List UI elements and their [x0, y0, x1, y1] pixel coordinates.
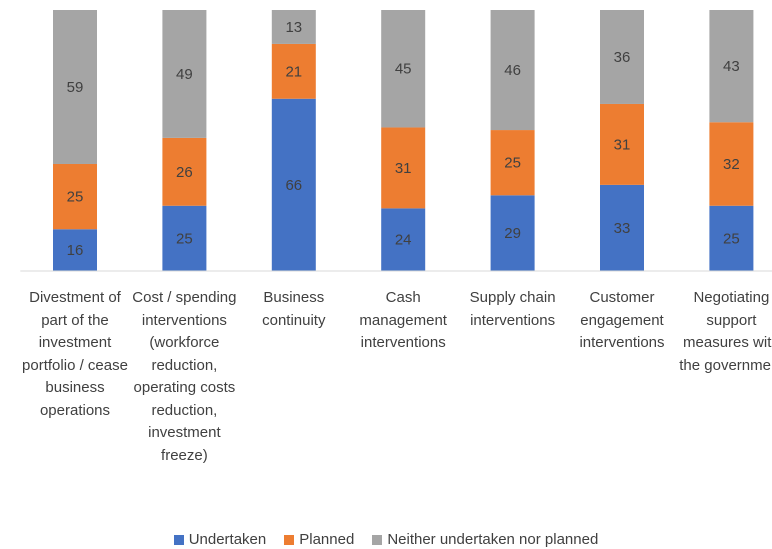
- data-label: 59: [67, 79, 84, 96]
- legend-swatch: [372, 534, 383, 545]
- bar-segment: [600, 184, 644, 271]
- data-label: 43: [723, 58, 740, 75]
- x-tick-label: Divestment of part of the investment por…: [22, 289, 128, 419]
- data-label: 46: [504, 62, 521, 79]
- data-label: 45: [395, 61, 412, 78]
- legend-item: Neither undertaken nor planned: [372, 531, 598, 548]
- bar-segment: [271, 10, 316, 44]
- legend-item: Planned: [284, 531, 354, 548]
- data-label: 36: [614, 49, 631, 66]
- data-label: 13: [285, 19, 302, 36]
- legend-swatch: [173, 534, 184, 545]
- bar-segment: [271, 43, 316, 99]
- legend-label: Neither undertaken nor planned: [387, 531, 599, 548]
- legend: Undertaken Planned Neither undertaken nor …: [0, 531, 772, 548]
- data-label: 24: [395, 232, 412, 249]
- data-label: 25: [723, 230, 740, 247]
- bar-segment: [162, 10, 207, 138]
- legend-label: Planned: [299, 531, 355, 548]
- x-tick-label: Customer engagement interventions: [579, 289, 665, 351]
- bar-segment: [53, 229, 97, 271]
- data-label: 29: [504, 225, 521, 242]
- bar-segment: [490, 10, 535, 131]
- bar-segment: [600, 103, 644, 185]
- bar-segment: [271, 98, 316, 272]
- data-label: 66: [285, 177, 302, 194]
- bar-segment: [709, 205, 754, 271]
- bar-segment: [53, 10, 97, 164]
- data-label: 25: [504, 155, 521, 172]
- bar-segment: [53, 163, 97, 230]
- data-label: 31: [395, 160, 412, 177]
- legend-label: Undertaken: [188, 531, 267, 548]
- bar-segment: [162, 205, 207, 271]
- bar-segment: [162, 137, 207, 206]
- data-label: 49: [176, 66, 193, 83]
- x-tick-label: Business continuity: [262, 289, 326, 329]
- legend-swatch: [284, 534, 295, 545]
- data-label: 25: [176, 230, 193, 247]
- bar-segment: [381, 208, 426, 271]
- x-tick-label: Negotiating support measures with the go…: [679, 289, 772, 374]
- data-label: 32: [723, 156, 740, 173]
- bar-segment: [381, 10, 426, 128]
- bar-segment: [709, 10, 754, 123]
- data-label: 31: [614, 136, 631, 153]
- data-label: 16: [67, 242, 84, 259]
- bar-segment: [600, 10, 644, 104]
- bar-segment: [381, 127, 426, 209]
- bar-segment: [490, 195, 535, 271]
- x-tick-label: Supply chain interventions: [469, 289, 556, 329]
- bar-segment: [709, 122, 754, 206]
- bar-segment: [490, 130, 535, 196]
- legend-item: Undertaken: [173, 531, 267, 548]
- data-label: 21: [285, 63, 302, 80]
- data-label: 26: [176, 164, 193, 181]
- data-label: 25: [67, 189, 84, 206]
- x-tick-label: Cost / spending interventions (workforce…: [132, 289, 237, 464]
- data-label: 33: [614, 220, 631, 237]
- x-tick-label: Cash management interventions: [359, 289, 447, 351]
